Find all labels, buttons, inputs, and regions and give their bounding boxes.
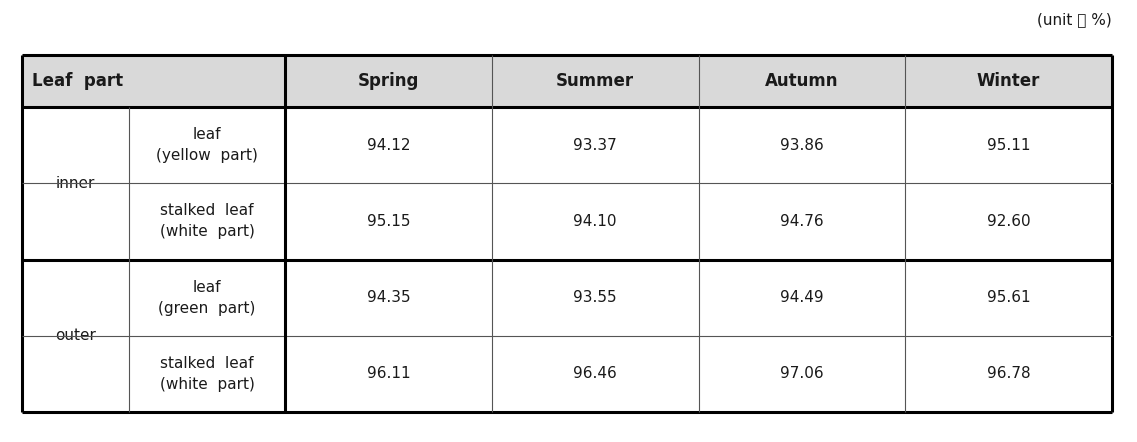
Bar	[285, 183, 491, 259]
Bar	[698, 55, 905, 107]
Bar	[285, 107, 491, 183]
Text: stalked  leaf
(white  part): stalked leaf (white part)	[159, 203, 255, 240]
Text: 94.35: 94.35	[366, 290, 410, 305]
Bar	[905, 259, 1112, 336]
Text: 95.11: 95.11	[987, 137, 1030, 152]
Bar	[22, 107, 128, 183]
Bar	[698, 107, 905, 183]
Bar	[128, 336, 285, 412]
Text: outer: outer	[55, 328, 96, 343]
Bar	[698, 259, 905, 336]
Bar	[128, 107, 285, 183]
Text: 96.46: 96.46	[573, 366, 617, 381]
Bar	[491, 259, 698, 336]
Text: 92.60: 92.60	[987, 214, 1030, 229]
Bar	[22, 259, 128, 336]
Bar	[905, 336, 1112, 412]
Text: 93.55: 93.55	[573, 290, 617, 305]
Bar	[491, 183, 698, 259]
Bar	[22, 336, 128, 412]
Text: leaf
(green  part): leaf (green part)	[158, 280, 256, 316]
Text: 97.06: 97.06	[780, 366, 823, 381]
Bar	[22, 183, 128, 259]
Bar	[285, 55, 491, 107]
Text: 94.76: 94.76	[780, 214, 823, 229]
Text: 96.11: 96.11	[366, 366, 410, 381]
Bar	[491, 107, 698, 183]
Text: 93.86: 93.86	[780, 137, 823, 152]
Bar	[905, 55, 1112, 107]
Text: stalked  leaf
(white  part): stalked leaf (white part)	[159, 356, 255, 392]
Text: 95.15: 95.15	[366, 214, 410, 229]
Bar	[491, 55, 698, 107]
Bar	[905, 107, 1112, 183]
Bar	[22, 55, 285, 107]
Text: Winter: Winter	[977, 72, 1040, 90]
Text: Summer: Summer	[556, 72, 634, 90]
Text: Leaf  part: Leaf part	[32, 72, 123, 90]
Text: Spring: Spring	[358, 72, 420, 90]
Text: 94.10: 94.10	[573, 214, 617, 229]
Bar	[905, 183, 1112, 259]
Bar	[698, 336, 905, 412]
Text: Autumn: Autumn	[765, 72, 839, 90]
Text: 93.37: 93.37	[573, 137, 617, 152]
Bar	[285, 259, 491, 336]
Text: 94.12: 94.12	[366, 137, 410, 152]
Bar	[698, 183, 905, 259]
Text: leaf
(yellow  part): leaf (yellow part)	[156, 127, 258, 163]
Bar	[491, 336, 698, 412]
Text: inner: inner	[56, 176, 96, 191]
Text: 96.78: 96.78	[987, 366, 1030, 381]
Text: 94.49: 94.49	[780, 290, 823, 305]
Bar	[128, 259, 285, 336]
Text: (unit ： %): (unit ： %)	[1037, 12, 1112, 27]
Bar	[285, 336, 491, 412]
Text: 95.61: 95.61	[987, 290, 1030, 305]
Bar	[128, 183, 285, 259]
